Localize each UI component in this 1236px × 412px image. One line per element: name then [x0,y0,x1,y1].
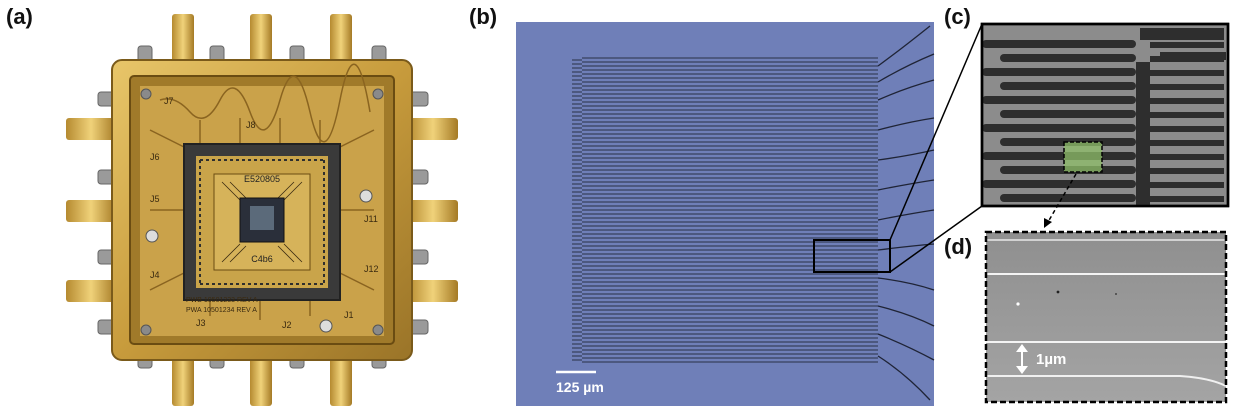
zoom-arrow [1047,173,1077,223]
finger-left [1000,54,1136,62]
bond-wires [221,181,303,263]
sem-image: 1µm [984,230,1228,404]
finger-right [1150,168,1224,174]
dimension-label: 1µm [1036,351,1066,368]
interdigitated-fingers [982,40,1224,202]
finger-left [1000,82,1136,90]
zoom-line-top [889,23,983,241]
finger-left [982,152,1136,160]
finger-right [1150,42,1224,48]
board-mark-j7: J7 [164,96,174,106]
detail-micrograph [980,22,1230,228]
highlight-region [1063,141,1103,173]
finger-right [1150,84,1224,90]
finger-right [1150,70,1224,76]
finger-right [1150,196,1224,202]
board-pwa-text: PWA 10501234 REV A [186,307,257,314]
board-pwb-text: PWB 10501233 REV A [186,297,258,304]
finger-right [1150,98,1224,104]
panel-label-b: (b) [469,4,498,29]
chip-text-top: E520805 [244,174,280,184]
zoom-line-bottom [889,205,983,273]
meander-lines [582,57,878,363]
finger-left [982,180,1136,188]
sma-connectors [66,14,458,406]
finger-right [1150,126,1224,132]
panel-label-c: (c) [944,4,971,29]
micrograph: 125 µm [516,22,983,406]
board-mark-j5: J5 [150,194,160,204]
board-mark-j2: J2 [282,320,292,330]
panel-label-a: (a) [6,4,33,29]
board-mark-j6: J6 [150,152,160,162]
zoom-arrow-head [1044,218,1052,228]
finger-right [1150,140,1224,146]
chip-pins [199,159,325,285]
board-mark-j11: J11 [364,214,378,224]
zoom-box [813,239,891,273]
chip-text-bottom: C4b6 [251,254,273,264]
finger-right [1150,182,1224,188]
board-photo: E520805 C4b6 J7 J8 J6 J5 J4 J11 J12 J3 J… [66,14,458,406]
finger-right [1150,154,1224,160]
board-mark-j8: J8 [246,120,256,130]
board-mark-j1: J1 [344,310,354,320]
finger-right [1150,112,1224,118]
finger-left [1000,110,1136,118]
finger-left [982,40,1136,48]
finger-left [1000,194,1136,202]
fanout-lines [877,25,935,401]
finger-left [982,124,1136,132]
panel-label-d: (d) [944,234,973,259]
scale-bar-label: 125 µm [556,379,604,395]
board-mark-j3: J3 [196,318,206,328]
board-mark-j12: J12 [364,264,379,274]
board-mark-j4: J4 [150,270,160,280]
meander-comb [572,59,582,361]
finger-left [982,68,1136,76]
finger-left [982,96,1136,104]
